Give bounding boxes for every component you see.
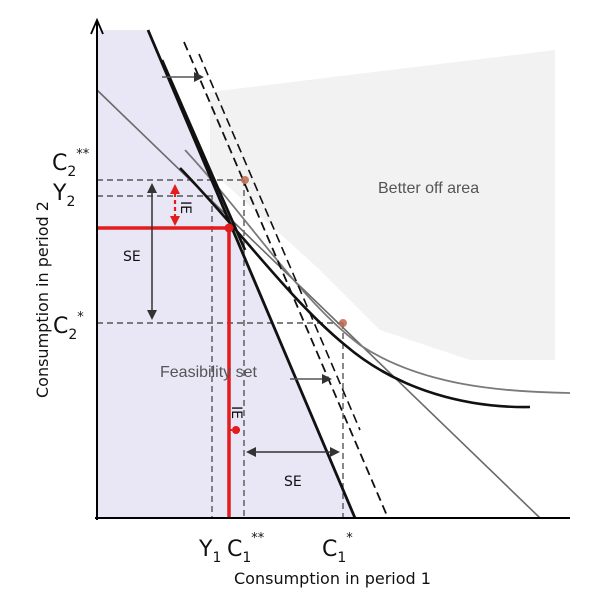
se-vertical-label: SE — [123, 249, 141, 265]
shifted-budget-line — [198, 53, 361, 431]
ie-horizontal-label: IE — [228, 406, 244, 419]
ie-vertical-label: IE — [177, 201, 193, 214]
tangency-point-c2-star — [339, 319, 347, 327]
inner-budget-line — [160, 59, 247, 251]
se-horizontal-label: SE — [284, 474, 302, 490]
dashed-guides — [97, 179, 344, 518]
c2-star-tick: C2* — [53, 310, 84, 343]
better-off-region — [210, 50, 555, 360]
x-axis-label: Consumption in period 1 — [234, 569, 431, 588]
alt-budget-line — [96, 89, 541, 519]
original-budget-line — [146, 29, 357, 519]
endowment-point — [224, 223, 234, 233]
tangency-point-c2-double — [241, 176, 249, 184]
c2-double-star-tick: C2** — [52, 147, 90, 180]
feasibility-label: Feasibility set — [160, 364, 257, 381]
y2-tick: Y2 — [52, 181, 75, 210]
y-axis-arrowhead — [90, 17, 104, 35]
new-budget-line — [183, 41, 389, 519]
indifference-curve-outer — [184, 149, 571, 394]
c1-double-star-tick: C1** — [227, 531, 265, 566]
better-off-label: Better off area — [378, 180, 479, 197]
c1-star-tick: C1* — [322, 531, 353, 566]
y1-tick: Y1 — [198, 537, 221, 566]
y-axis-label: Consumption in period 2 — [33, 201, 52, 398]
